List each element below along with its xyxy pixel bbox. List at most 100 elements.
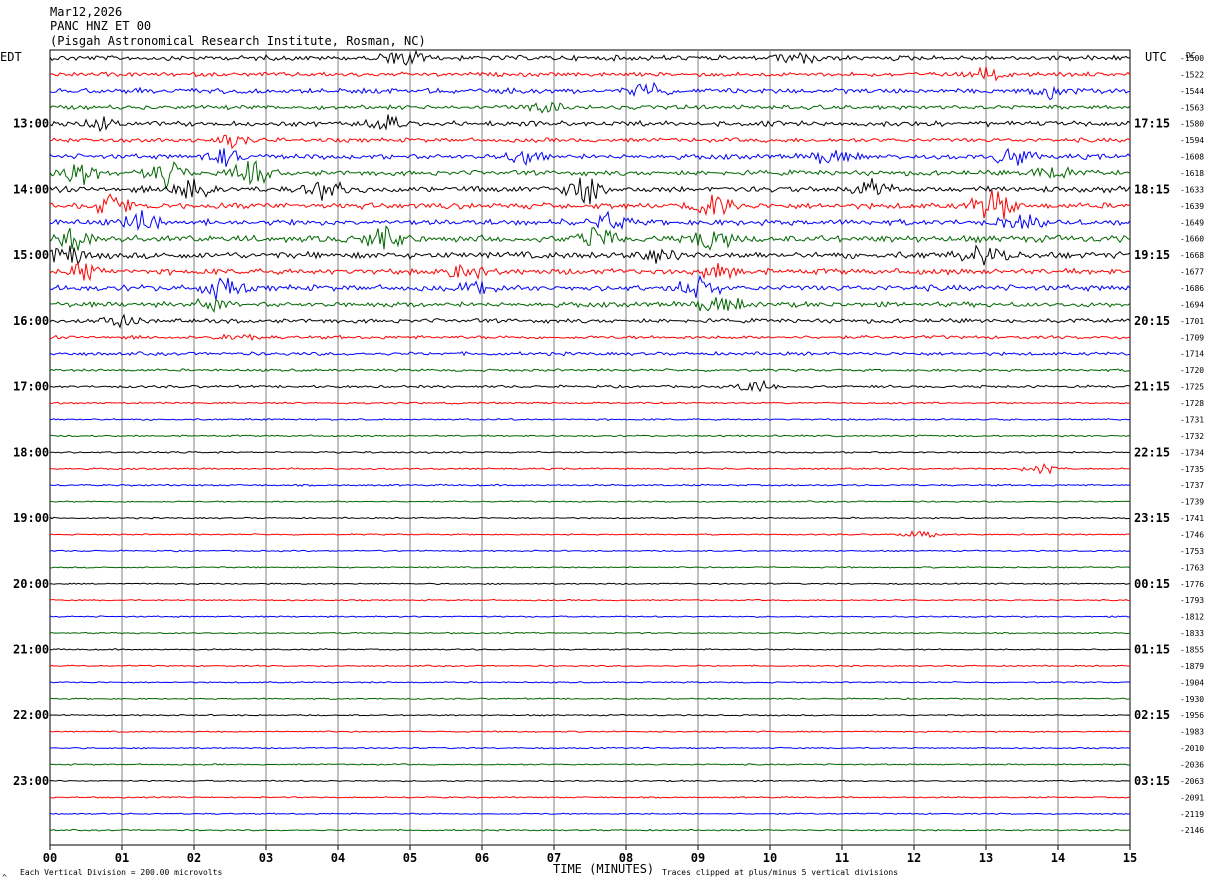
left-hour-label: 14:00 <box>13 182 49 196</box>
dc-offset-label: -1677 <box>1180 268 1204 277</box>
left-hour-label: 20:00 <box>13 577 49 591</box>
right-hour-label: 19:15 <box>1134 248 1170 262</box>
seismic-trace <box>49 462 1131 475</box>
seismic-trace <box>49 244 1131 266</box>
left-hour-label: 21:00 <box>13 642 49 656</box>
x-tick-label: 10 <box>763 851 777 865</box>
x-tick-label: 00 <box>43 851 57 865</box>
seismic-trace <box>49 417 1131 421</box>
dc-offset-label: -1709 <box>1180 333 1204 342</box>
seismic-trace <box>49 189 1131 220</box>
dc-offset-label: -2063 <box>1180 777 1204 786</box>
seismic-trace <box>49 500 1131 503</box>
seismic-trace <box>49 368 1131 373</box>
location-label: (Pisgah Astronomical Research Institute,… <box>50 34 426 48</box>
seismic-trace <box>49 730 1131 733</box>
right-hour-label: 22:15 <box>1134 445 1170 459</box>
right-hour-labels: 17:15 18:15 19:15 20:15 21:15 22:15 23:15 00:15… <box>1134 117 1170 788</box>
x-tick-label: 11 <box>835 851 849 865</box>
dc-offset-label: -2036 <box>1180 760 1204 769</box>
seismic-trace <box>49 746 1131 750</box>
dc-offset-labels: -1500 -1522 -1544 -1563 -1580 -1594 -1608 -1618… <box>1180 54 1204 835</box>
x-tick-label: 09 <box>691 851 705 865</box>
date-label: Mar12,2026 <box>50 5 122 19</box>
dc-offset-label: -1904 <box>1180 678 1204 687</box>
dc-offset-label: -1714 <box>1180 350 1204 359</box>
seismic-trace <box>49 697 1131 701</box>
seismic-trace <box>49 350 1131 357</box>
dc-offset-label: -1686 <box>1180 284 1204 293</box>
dc-offset-label: -1580 <box>1180 120 1204 129</box>
seismic-trace <box>49 114 1131 133</box>
dc-offset-label: -1694 <box>1180 300 1204 309</box>
dc-offset-label: -1753 <box>1180 547 1204 556</box>
right-hour-label: 01:15 <box>1134 642 1170 656</box>
dc-offset-label: -1793 <box>1180 596 1204 605</box>
seismic-trace <box>49 401 1131 405</box>
dc-offset-label: -1739 <box>1180 498 1204 507</box>
dc-offset-label: -1741 <box>1180 514 1204 523</box>
right-hour-label: 20:15 <box>1134 314 1170 328</box>
dc-offset-label: -1763 <box>1180 563 1204 572</box>
seismic-trace <box>49 297 1131 314</box>
right-hour-label: 21:15 <box>1134 380 1170 394</box>
dc-offset-label: -1544 <box>1180 87 1204 96</box>
dc-offset-label: -1660 <box>1180 235 1204 244</box>
seismic-trace <box>49 450 1131 454</box>
dc-offset-label: -1639 <box>1180 202 1204 211</box>
left-hour-label: 17:00 <box>13 380 49 394</box>
dc-offset-label: -2091 <box>1180 793 1204 802</box>
dc-offset-label: -1563 <box>1180 103 1204 112</box>
x-tick-label: 02 <box>187 851 201 865</box>
dc-offset-label: -1737 <box>1180 481 1204 490</box>
dc-offset-label: -1746 <box>1180 530 1204 539</box>
dc-offset-label: -1735 <box>1180 465 1204 474</box>
seismic-trace <box>49 664 1131 668</box>
dc-offset-label: -2146 <box>1180 826 1204 835</box>
right-hour-label: 00:15 <box>1134 577 1170 591</box>
seismic-trace <box>49 713 1131 717</box>
dc-offset-label: -1608 <box>1180 153 1204 162</box>
seismic-trace <box>49 828 1130 832</box>
seismic-trace <box>49 313 1131 329</box>
x-tick-label: 04 <box>331 851 345 865</box>
dc-header-label: DC <box>1186 51 1196 60</box>
dc-offset-label: -1500 <box>1180 54 1204 63</box>
right-hour-label: 17:15 <box>1134 117 1170 131</box>
seismic-trace <box>49 763 1131 766</box>
dc-offset-label: -1725 <box>1180 383 1204 392</box>
seismic-trace <box>49 147 1131 167</box>
dc-offset-label: -1734 <box>1180 448 1204 457</box>
dc-offset-label: -1956 <box>1180 711 1204 720</box>
seismic-trace <box>49 483 1131 487</box>
right-hour-label: 23:15 <box>1134 511 1170 525</box>
seismic-trace <box>49 101 1131 114</box>
station-label: PANC HNZ ET 00 <box>50 19 151 33</box>
seismic-trace <box>49 681 1131 684</box>
dc-offset-label: -1879 <box>1180 662 1204 671</box>
seismic-trace <box>49 549 1131 553</box>
left-hour-label: 22:00 <box>13 708 49 722</box>
x-tick-label: 12 <box>907 851 921 865</box>
dc-offset-label: -1720 <box>1180 366 1204 375</box>
seismic-trace <box>49 66 1131 82</box>
seismic-trace <box>49 812 1131 816</box>
right-timezone-label: UTC <box>1145 50 1167 64</box>
dc-offset-label: -1732 <box>1180 432 1204 441</box>
x-tick-label: 08 <box>619 851 633 865</box>
left-hour-label: 15:00 <box>13 248 49 262</box>
x-tick-label: 06 <box>475 851 489 865</box>
dc-offset-label: -2010 <box>1180 744 1204 753</box>
left-hour-label: 13:00 <box>13 117 49 131</box>
dc-offset-label: -1728 <box>1180 399 1204 408</box>
left-hour-label: 18:00 <box>13 445 49 459</box>
dc-offset-label: -1618 <box>1180 169 1204 178</box>
seismic-trace <box>49 598 1131 602</box>
seismic-trace <box>49 274 1131 301</box>
plot-frame <box>49 49 1131 846</box>
x-axis-label: TIME (MINUTES) <box>553 862 654 876</box>
right-hour-label: 02:15 <box>1134 708 1170 722</box>
seismic-trace <box>49 516 1130 520</box>
left-hour-label: 16:00 <box>13 314 49 328</box>
